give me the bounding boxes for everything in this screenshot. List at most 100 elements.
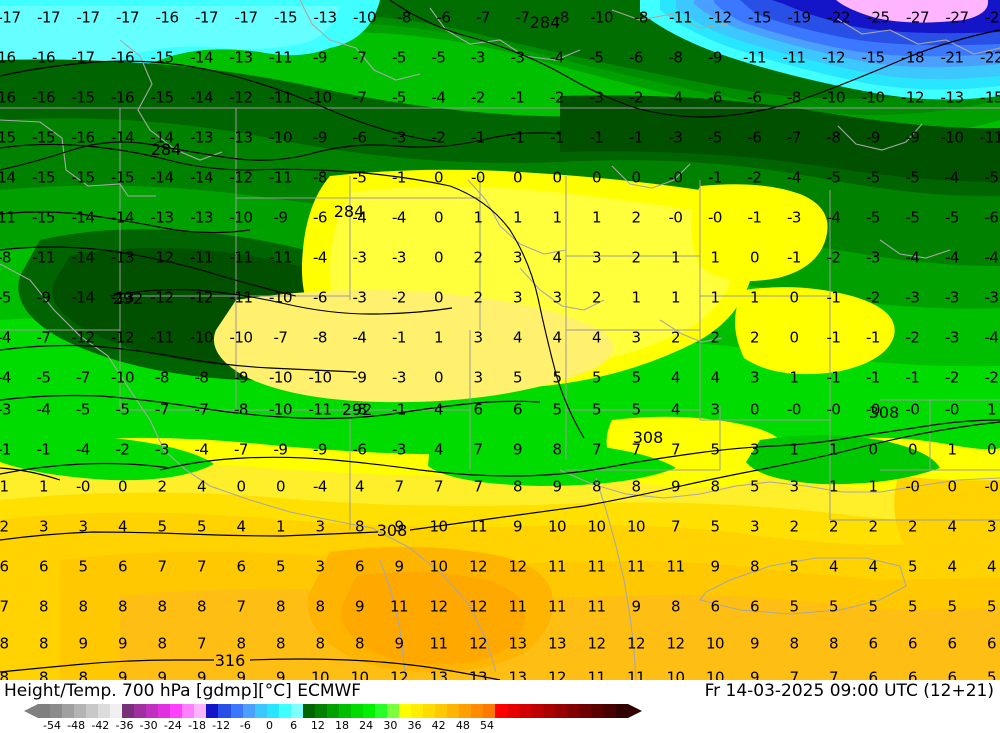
colorbar-tick-labels: -54 -48 -42 -36 -30 -24 -18 -12 -6 0 6 12 18 24 30 36 42… <box>0 718 1000 733</box>
grid-temperature-value: -16 <box>0 48 16 67</box>
colorbar-swatch <box>362 704 375 718</box>
grid-temperature-value: -0 <box>668 208 683 227</box>
grid-temperature-value: -17 <box>234 8 259 27</box>
grid-temperature-value: -11 <box>150 328 175 347</box>
grid-temperature-value: 9 <box>394 517 404 536</box>
colorbar-tick-label: -48 <box>67 719 86 732</box>
grid-temperature-value: 12 <box>468 597 488 616</box>
grid-temperature-value: 7 <box>196 634 207 653</box>
grid-temperature-value: 5 <box>552 400 562 419</box>
grid-temperature-value: -7 <box>273 328 288 347</box>
grid-temperature-value: -15 <box>274 8 298 27</box>
grid-temperature-value: 4 <box>670 368 681 387</box>
grid-temperature-value: -8 <box>194 368 209 387</box>
grid-temperature-value: 8 <box>828 634 839 653</box>
grid-temperature-value: 9 <box>196 668 207 680</box>
grid-temperature-value: 6 <box>749 597 760 616</box>
colorbar-swatch <box>50 704 63 718</box>
grid-temperature-value: -9 <box>273 208 288 227</box>
colorbar-tick-label: -30 <box>139 719 158 732</box>
grid-temperature-value: 12 <box>547 668 567 680</box>
grid-temperature-value: 8 <box>236 634 246 653</box>
colorbar-swatch <box>74 704 87 718</box>
grid-temperature-value: -5 <box>0 288 11 307</box>
grid-temperature-value: -12 <box>901 88 925 107</box>
grid-temperature-value: 7 <box>473 440 483 459</box>
grid-temperature-value: 0 <box>868 440 878 459</box>
grid-temperature-value: 3 <box>78 517 88 536</box>
grid-temperature-value: 8 <box>117 597 128 616</box>
grid-temperature-value: -9 <box>313 48 327 67</box>
grid-temperature-value: 3 <box>512 248 523 267</box>
grid-temperature-value: 2 <box>473 288 483 307</box>
grid-temperature-value: -3 <box>945 328 959 347</box>
grid-temperature-value: -2 <box>905 328 920 347</box>
weather-map-canvas[interactable]: -17-17-17-17-16-17-17-15-13-10-8-6-7-7-8… <box>0 0 1000 680</box>
grid-temperature-value: -1 <box>866 328 880 347</box>
grid-temperature-value: -11 <box>782 48 807 67</box>
grid-temperature-value: -3 <box>945 288 959 307</box>
grid-temperature-value: -5 <box>36 368 51 387</box>
grid-temperature-value: 4 <box>947 557 957 576</box>
grid-temperature-value: -15 <box>150 88 175 107</box>
grid-temperature-value: -3 <box>589 88 604 107</box>
grid-temperature-value: -10 <box>111 368 135 387</box>
grid-temperature-value: 8 <box>354 634 365 653</box>
height-contour-label: 308 <box>868 403 900 422</box>
grid-temperature-value: 10 <box>429 557 448 576</box>
grid-temperature-value: 3 <box>749 368 760 387</box>
grid-temperature-value: -1 <box>905 368 920 387</box>
grid-temperature-value: 2 <box>749 328 760 347</box>
grid-temperature-value: 9 <box>670 477 681 496</box>
grid-temperature-value: 4 <box>552 248 562 267</box>
grid-temperature-value: 1 <box>789 368 799 387</box>
grid-temperature-value: 6 <box>868 668 878 680</box>
grid-temperature-value: 8 <box>157 634 167 653</box>
grid-temperature-value: -0 <box>905 400 920 419</box>
grid-temperature-value: 11 <box>626 557 646 576</box>
grid-temperature-value: 4 <box>236 517 246 536</box>
grid-temperature-value: 0 <box>591 168 602 187</box>
grid-temperature-value: 0 <box>433 368 444 387</box>
grid-temperature-value: -10 <box>269 128 293 147</box>
grid-temperature-value: -1 <box>471 128 485 147</box>
grid-temperature-value: 0 <box>552 168 562 187</box>
grid-temperature-value: 5 <box>868 597 878 616</box>
grid-temperature-value: 9 <box>394 634 404 653</box>
grid-temperature-value: 12 <box>468 634 488 653</box>
grid-temperature-value: -2 <box>629 88 643 107</box>
grid-temperature-value: -10 <box>308 88 333 107</box>
grid-temperature-value: 4 <box>354 477 365 496</box>
height-contour-label: 284 <box>529 13 561 32</box>
grid-temperature-value: 7 <box>433 477 444 496</box>
grid-temperature-value: -15 <box>861 48 886 67</box>
grid-temperature-value: 3 <box>789 477 799 496</box>
grid-temperature-value: -8 <box>155 368 169 387</box>
grid-temperature-value: 5 <box>789 557 799 576</box>
grid-temperature-value: -6 <box>352 128 367 147</box>
grid-temperature-value: -4 <box>313 477 327 496</box>
grid-temperature-value: 10 <box>626 517 646 536</box>
colorbar-swatch <box>326 704 339 718</box>
grid-temperature-value: -5 <box>115 400 130 419</box>
colorbar-swatch <box>591 704 604 718</box>
grid-temperature-value: 7 <box>473 477 483 496</box>
colorbar-swatch <box>134 704 147 718</box>
grid-temperature-value: 0 <box>117 477 128 496</box>
grid-temperature-value: 7 <box>670 517 681 536</box>
grid-temperature-value: 1 <box>433 328 444 347</box>
grid-temperature-value: -8 <box>826 128 841 147</box>
grid-temperature-value: -11 <box>269 168 293 187</box>
grid-temperature-value: 10 <box>350 668 369 680</box>
grid-temperature-value: -11 <box>190 248 214 267</box>
height-contour-label: 316 <box>214 651 246 670</box>
grid-temperature-value: -8 <box>234 400 248 419</box>
grid-temperature-value: 9 <box>710 557 720 576</box>
grid-temperature-value: -10 <box>190 328 214 347</box>
grid-temperature-value: 10 <box>666 668 685 680</box>
grid-temperature-value: -12 <box>822 48 846 67</box>
grid-temperature-value: 1 <box>631 288 641 307</box>
grid-temperature-value: -12 <box>190 288 214 307</box>
grid-temperature-value: 6 <box>354 557 365 576</box>
grid-temperature-value: 4 <box>117 517 128 536</box>
